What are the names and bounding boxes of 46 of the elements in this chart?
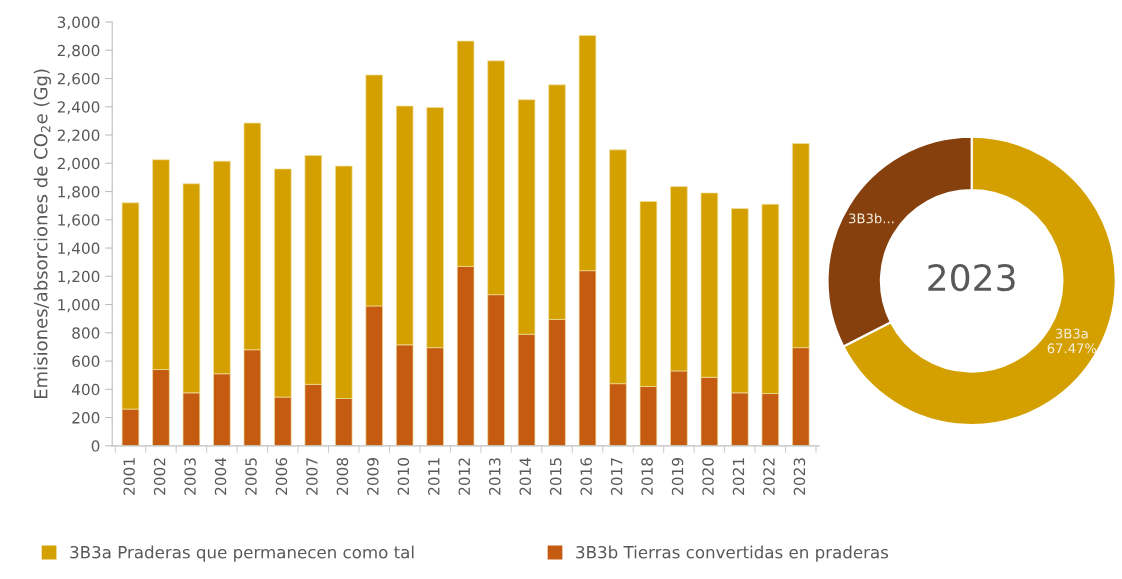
y-tick-label: 2,000 (57, 157, 100, 171)
x-tick-label: 2017 (610, 458, 623, 495)
y-tick-label: 2,200 (57, 129, 100, 143)
legend-label: 3B3a Praderas que permanecen como tal (70, 545, 414, 562)
x-tick-label: 2022 (763, 458, 775, 495)
x-tick-label: 2007 (306, 458, 318, 495)
x-tick-label: 2003 (184, 458, 196, 495)
y-tick-label: 2,600 (57, 72, 100, 87)
data-label: 67.47% (1047, 343, 1097, 354)
y-axis-title: Emisiones/absorciones de CO$_{2}$e (Gg) (33, 69, 52, 399)
legend-label: 3B3b Tierras convertidas en praderas (576, 545, 889, 562)
x-tick-label: 2009 (367, 458, 379, 495)
y-tick-label: 0 (91, 440, 100, 452)
x-tick-label: 2016 (580, 457, 592, 495)
y-tick-label: 1,000 (58, 299, 100, 313)
text: 2023 (928, 263, 1015, 292)
slice-label: 3B3a (1055, 328, 1088, 339)
x-tick-label: 2018 (641, 457, 653, 495)
x-tick-label: 2006 (275, 457, 288, 495)
x-tick-label: 2019 (671, 458, 684, 495)
y-tick-label: 1,400 (58, 242, 100, 256)
y-tick-label: 1,200 (58, 270, 100, 284)
x-tick-label: 2013 (488, 458, 501, 495)
slice-label: 3B3b... (849, 213, 894, 224)
y-tick-label: 1,800 (58, 186, 100, 200)
x-tick-label: 2011 (428, 458, 440, 495)
x-tick-label: 2010 (397, 457, 410, 495)
x-tick-label: 2014 (519, 457, 531, 495)
x-tick-label: 2015 (549, 458, 562, 495)
x-tick-label: 2004 (214, 457, 227, 495)
x-tick-label: 2001 (123, 458, 135, 495)
y-tick-label: 200 (72, 412, 100, 424)
y-tick-label: 600 (72, 355, 100, 368)
x-tick-label: 2021 (732, 458, 745, 495)
y-tick-label: 3,000 (57, 16, 100, 30)
y-tick-label: 1,600 (58, 214, 100, 228)
x-tick-label: 2008 (336, 457, 349, 495)
y-tick-label: 2,400 (57, 101, 100, 115)
x-tick-label: 2012 (458, 458, 471, 495)
x-tick-label: 2005 (245, 458, 257, 495)
y-tick-label: 800 (72, 327, 100, 339)
y-tick-label: 2,800 (57, 44, 100, 58)
x-tick-label: 2002 (153, 458, 166, 495)
x-tick-label: 2020 (702, 457, 714, 495)
y-tick-label: 400 (71, 383, 100, 396)
x-tick-label: 2023 (793, 458, 806, 495)
